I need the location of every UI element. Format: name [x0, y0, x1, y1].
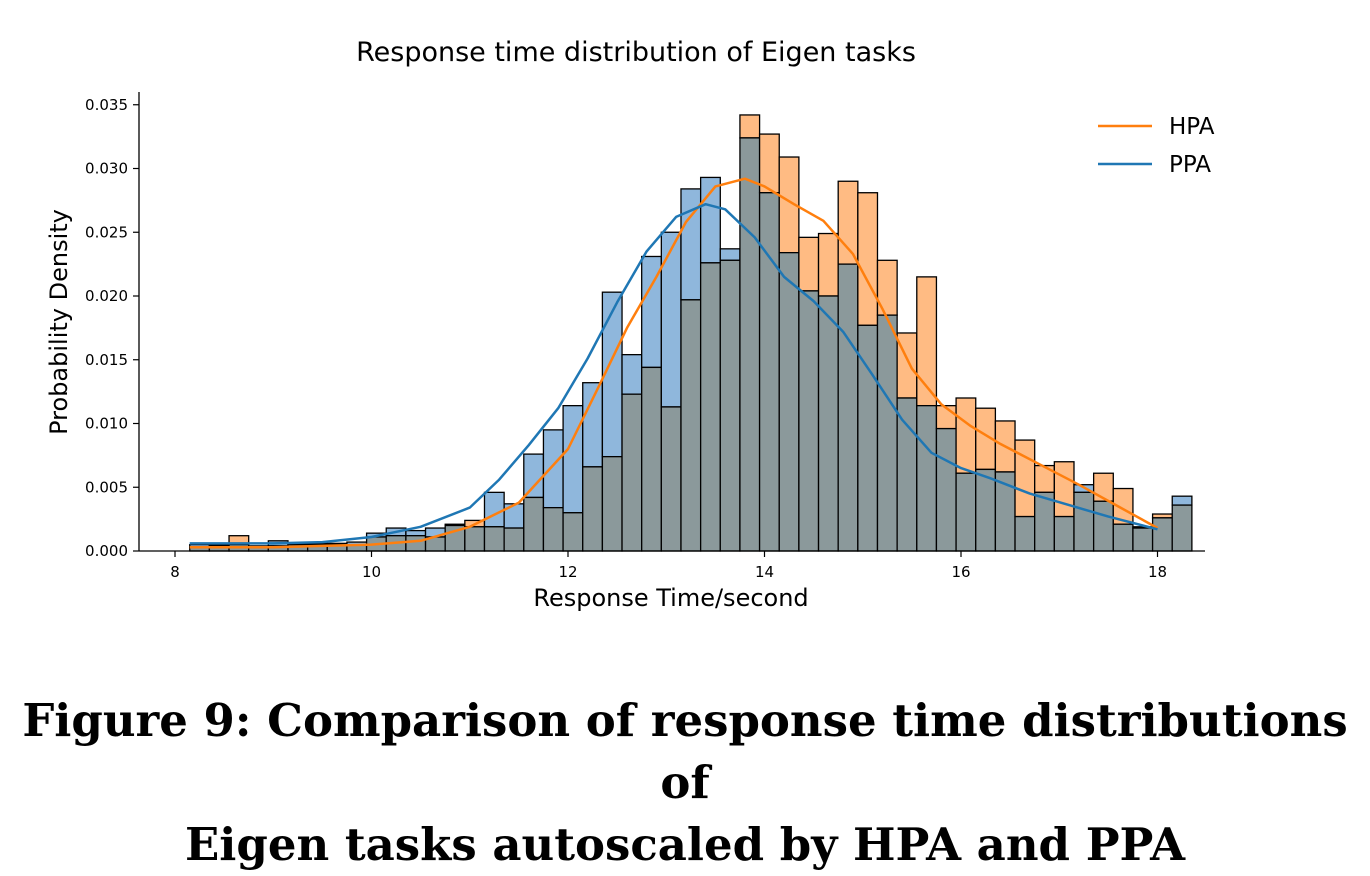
histogram-bar-overlap	[523, 496, 545, 552]
histogram-bar-overlap	[1073, 491, 1095, 552]
histogram-bar-overlap	[542, 506, 564, 552]
histogram-bar-overlap	[621, 393, 643, 552]
histogram-bars	[189, 114, 1193, 552]
histogram-bar-overlap	[916, 404, 938, 552]
kde-line-hpa	[189, 177, 1159, 549]
histogram-bar-ppa	[660, 231, 682, 408]
legend-hpa-label: HPA	[1169, 114, 1215, 140]
y-tick-label: 0.030	[85, 160, 128, 178]
chart-title: Response time distribution of Eigen task…	[356, 37, 916, 68]
caption-line-1: Figure 9: Comparison of response time di…	[22, 694, 1348, 809]
histogram-bar-overlap	[483, 526, 505, 552]
histogram-bar-hpa	[837, 180, 859, 265]
histogram-bar-ppa	[699, 176, 721, 264]
histogram-bar-overlap	[896, 397, 918, 552]
histogram-bar-ppa	[582, 382, 604, 468]
y-tick-label: 0.020	[85, 287, 128, 305]
histogram-bar-overlap	[699, 262, 721, 552]
histogram-bar-hpa	[817, 232, 839, 297]
legend: HPA PPA	[1098, 114, 1215, 178]
histogram-bar-ppa	[1171, 495, 1193, 506]
histogram-bar-overlap	[660, 406, 682, 552]
histogram-bar-hpa	[758, 133, 780, 194]
histogram-bar-hpa	[739, 114, 761, 139]
histogram-bar-ppa	[523, 453, 545, 499]
histogram-bar-overlap	[817, 295, 839, 552]
kde-line-ppa	[189, 202, 1158, 545]
caption-line-2: Eigen tasks autoscaled by HPA and PPA	[184, 818, 1186, 871]
y-tick-label: 0.035	[85, 96, 128, 114]
histogram-bar-hpa	[798, 236, 820, 292]
histogram-bar-overlap	[1112, 523, 1134, 552]
histogram-bar-overlap	[405, 535, 427, 552]
histogram-bar-overlap	[739, 137, 761, 552]
x-tick-label: 16	[951, 563, 970, 581]
histogram-bar-overlap	[778, 251, 800, 552]
y-tick-label: 0.010	[85, 415, 128, 433]
histogram-bar-overlap	[1151, 517, 1173, 552]
histogram-bar-hpa	[955, 397, 977, 474]
histogram-bar-overlap	[1053, 515, 1075, 552]
histogram-bar-ppa	[562, 404, 584, 514]
histogram-bar-ppa	[719, 248, 741, 261]
y-tick-label: 0.025	[85, 223, 128, 241]
histogram-bar-ppa	[680, 188, 702, 301]
x-tick-label: 14	[755, 563, 774, 581]
x-tick-label: 12	[558, 563, 577, 581]
histogram-bar-hpa	[857, 192, 879, 326]
histogram-bar-overlap	[1171, 504, 1193, 552]
x-tick-label: 18	[1148, 563, 1167, 581]
histogram-bar-overlap	[719, 259, 741, 552]
histogram-bar-ppa	[483, 491, 505, 528]
histogram-bar-ppa	[542, 429, 564, 509]
y-tick-label: 0.005	[85, 478, 128, 496]
x-tick-label: 10	[362, 563, 381, 581]
histogram-bar-overlap	[837, 263, 859, 552]
histogram-bar-ppa	[621, 353, 643, 395]
histogram-bar-overlap	[680, 299, 702, 552]
histogram-bar-overlap	[562, 512, 584, 552]
axes: 8 10 12 14 16 18 0.000 0.005 0.010 0.015 0.020 0.02…	[85, 92, 1205, 581]
kde-curves	[189, 177, 1159, 549]
x-tick-label: 8	[170, 563, 180, 581]
histogram-bar-hpa	[1014, 439, 1036, 518]
histogram-bar-overlap	[582, 466, 604, 552]
histogram-bar-overlap	[876, 314, 898, 552]
histogram-bar-overlap	[1092, 500, 1114, 552]
histogram-bar-overlap	[975, 468, 997, 552]
histogram-bar-ppa	[405, 529, 427, 537]
figure-caption: Figure 9: Comparison of response time di…	[0, 690, 1370, 876]
y-axis-title: Probability Density	[45, 209, 73, 435]
histogram-bar-overlap	[935, 427, 957, 552]
histogram-bar-overlap	[798, 290, 820, 552]
y-tick-label: 0.000	[85, 542, 128, 560]
chart-area: Response time distribution of Eigen task…	[45, 37, 1215, 612]
histogram-bar-overlap	[601, 455, 623, 552]
histogram-bar-overlap	[641, 366, 662, 552]
histogram-bar-overlap	[1132, 527, 1154, 552]
histogram-bar-overlap	[503, 527, 525, 552]
histogram-bar-overlap	[1014, 515, 1036, 552]
histogram-bar-overlap	[464, 526, 486, 552]
legend-ppa-label: PPA	[1169, 152, 1211, 178]
y-tick-label: 0.015	[85, 351, 128, 369]
histogram-bar-overlap	[955, 472, 977, 552]
x-axis-title: Response Time/second	[533, 584, 808, 612]
histogram-bar-hpa	[1053, 461, 1075, 518]
